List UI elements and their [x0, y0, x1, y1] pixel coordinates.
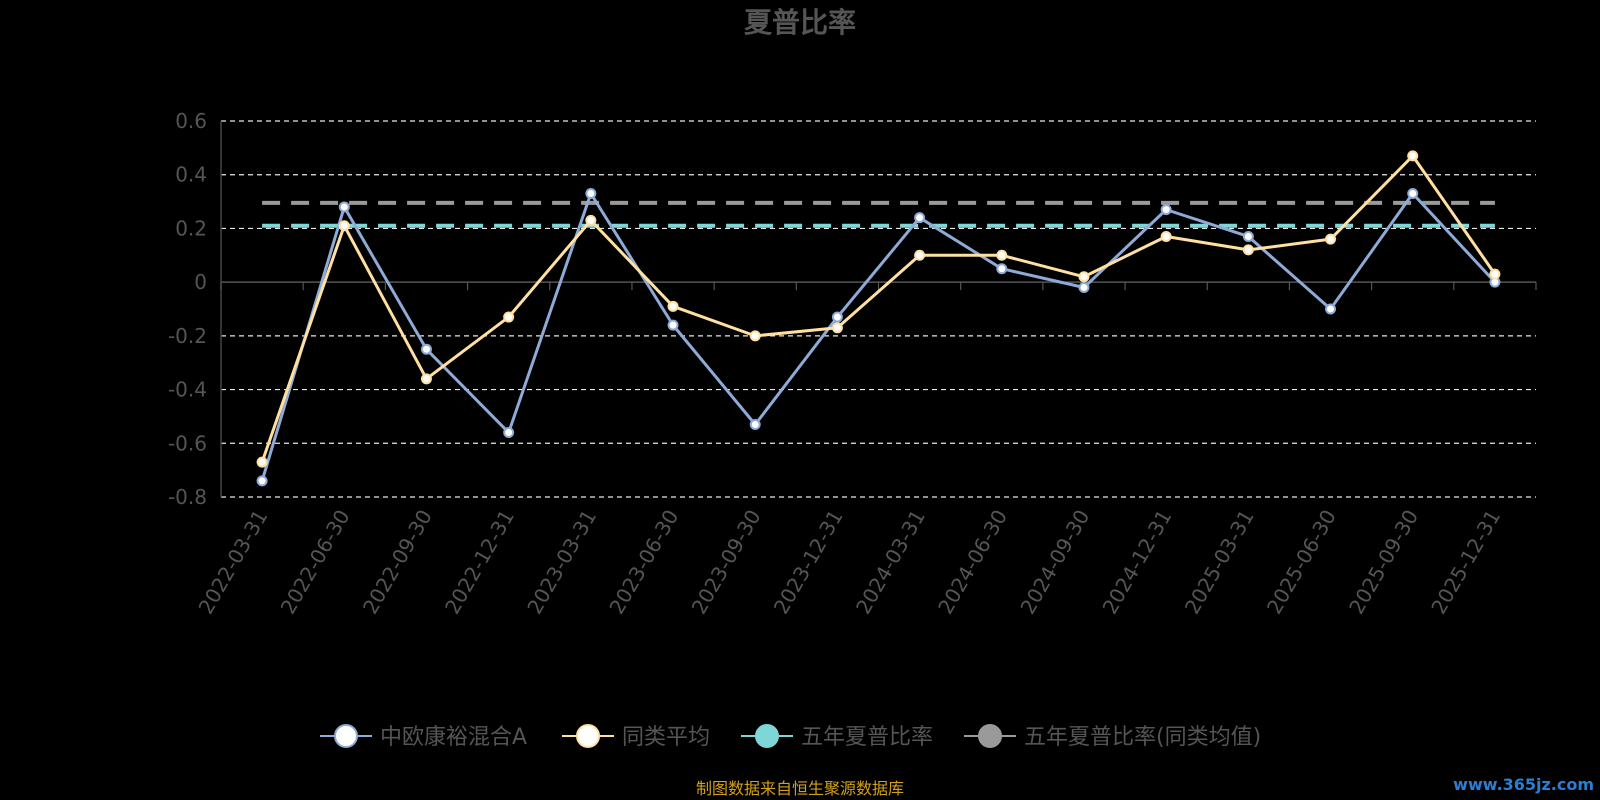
x-tick-label: 2023-06-30	[604, 506, 683, 619]
data-point	[1407, 188, 1419, 200]
data-point	[256, 475, 268, 487]
x-tick-label: 2025-12-31	[1426, 506, 1505, 619]
y-tick-label: 0.6	[175, 109, 207, 133]
legend-label: 五年夏普比率(同类均值)	[1024, 725, 1261, 750]
legend-marker	[978, 724, 1002, 748]
data-point	[667, 319, 679, 331]
series-line	[260, 192, 1497, 482]
data-point	[914, 249, 926, 261]
x-tick-label: 2025-03-31	[1180, 506, 1259, 619]
data-point	[1489, 268, 1501, 280]
series-layer	[256, 150, 1501, 487]
y-tick-label: 0.2	[175, 216, 207, 240]
legend-item[interactable]: 中欧康裕混合A	[320, 724, 527, 750]
data-point	[503, 311, 515, 323]
data-point	[914, 212, 926, 224]
y-axis: 0.6 0.4 0.2 0 -0.2 -0.4 -0.6 -0.8	[168, 109, 222, 509]
y-tick-label: -0.4	[168, 378, 207, 402]
data-point	[831, 311, 843, 323]
legend-marker	[334, 724, 358, 748]
chart-title: 夏普比率	[744, 6, 856, 39]
x-tick-label: 2024-12-31	[1098, 506, 1177, 619]
data-point	[420, 373, 432, 385]
data-point	[585, 188, 597, 200]
x-tick-label: 2024-06-30	[933, 506, 1012, 619]
data-point	[503, 427, 515, 439]
legend-label: 同类平均	[622, 725, 710, 750]
x-tick-label: 2025-06-30	[1262, 506, 1341, 619]
data-point	[1242, 244, 1254, 256]
x-tick-label: 2025-09-30	[1344, 506, 1423, 619]
x-tick-label: 2023-03-31	[522, 506, 601, 619]
x-tick-label: 2023-12-31	[769, 506, 848, 619]
y-tick-label: 0	[194, 270, 207, 294]
data-point	[1078, 282, 1090, 294]
data-point	[996, 263, 1008, 275]
legend[interactable]: 中欧康裕混合A 同类平均 五年夏普比率 五年夏普比率(同类均值)	[320, 724, 1261, 750]
grid-lines	[221, 120, 1536, 498]
x-axis: 2022-03-31 2022-06-30 2022-09-30 2022-12-31…	[194, 282, 1537, 619]
data-point	[749, 330, 761, 342]
data-point	[1078, 271, 1090, 283]
data-point	[420, 343, 432, 355]
data-point	[831, 322, 843, 334]
x-tick-label: 2024-03-31	[851, 506, 930, 619]
series-line	[260, 154, 1497, 463]
y-tick-label: -0.2	[168, 324, 207, 348]
legend-label: 五年夏普比率	[801, 725, 933, 750]
data-point	[749, 418, 761, 430]
y-tick-label: 0.4	[175, 163, 207, 187]
data-point	[1325, 233, 1337, 245]
data-point	[338, 201, 350, 213]
legend-marker	[755, 724, 779, 748]
legend-item[interactable]: 同类平均	[562, 724, 710, 750]
legend-marker	[576, 724, 600, 748]
data-point	[1407, 150, 1419, 162]
x-tick-label: 2022-06-30	[276, 506, 355, 619]
y-tick-label: -0.6	[168, 431, 207, 455]
x-tick-label: 2023-09-30	[687, 506, 766, 619]
legend-item[interactable]: 五年夏普比率	[741, 724, 933, 750]
data-point	[667, 300, 679, 312]
legend-item[interactable]: 五年夏普比率(同类均值)	[964, 724, 1261, 750]
data-point	[1160, 204, 1172, 216]
x-tick-label: 2022-12-31	[440, 506, 519, 619]
data-point	[1325, 303, 1337, 315]
legend-label: 中欧康裕混合A	[380, 725, 527, 750]
x-tick-label: 2022-09-30	[358, 506, 437, 619]
data-point	[996, 249, 1008, 261]
watermark-text: www.365jz.com	[1453, 775, 1594, 794]
data-point	[256, 456, 268, 468]
x-tick-label: 2022-03-31	[194, 506, 273, 619]
data-point	[338, 220, 350, 232]
y-tick-label: -0.8	[168, 485, 207, 509]
data-point	[1160, 230, 1172, 242]
data-point	[1242, 230, 1254, 242]
x-tick-label: 2024-09-30	[1015, 506, 1094, 619]
data-point	[585, 214, 597, 226]
data-source-note: 制图数据来自恒生聚源数据库	[696, 779, 904, 798]
